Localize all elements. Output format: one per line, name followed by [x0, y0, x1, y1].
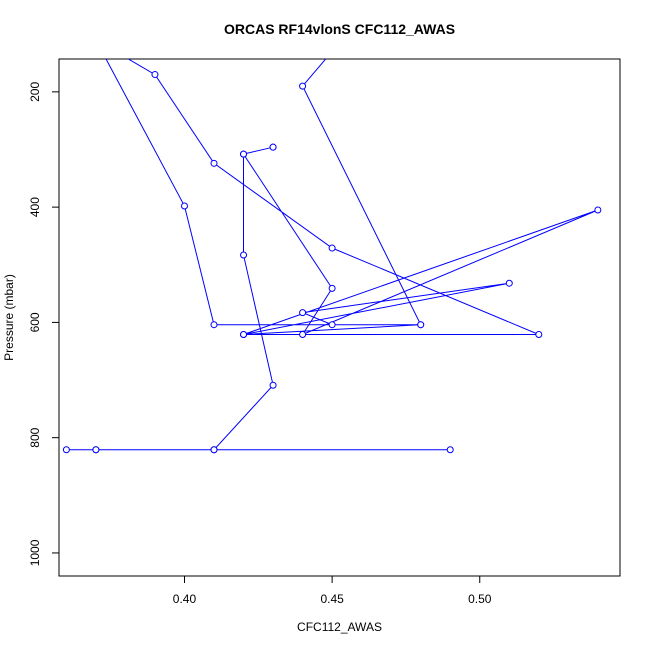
data-point — [446, 446, 454, 454]
data-point — [328, 284, 336, 292]
data-point — [299, 309, 307, 317]
data-point — [93, 37, 99, 43]
y-tick-label: 600 — [28, 312, 42, 332]
x-axis: 0.40 0.45 0.50 — [173, 575, 492, 606]
data-point — [151, 71, 159, 79]
y-tick-label: 800 — [28, 427, 42, 447]
data-point — [240, 150, 248, 158]
data-point — [594, 206, 602, 214]
series-layer — [62, 37, 602, 454]
data-point — [299, 82, 307, 90]
plot-frame — [58, 58, 621, 577]
y-tick-label: 400 — [28, 197, 42, 217]
data-point — [269, 381, 277, 389]
data-point — [240, 251, 248, 259]
data-point — [92, 446, 100, 454]
data-point — [505, 279, 513, 287]
y-axis: 200 400 600 800 1000 — [28, 82, 60, 566]
y-tick-label: 200 — [28, 82, 42, 102]
x-tick-label: 0.40 — [173, 592, 197, 606]
x-tick-label: 0.50 — [468, 592, 492, 606]
y-tick-label: 1000 — [28, 539, 42, 566]
data-point — [210, 321, 218, 329]
data-point — [329, 49, 335, 55]
data-point — [269, 143, 277, 151]
y-axis-label: Pressure (mbar) — [2, 274, 16, 361]
data-point — [328, 321, 336, 329]
data-point — [240, 331, 248, 339]
data-point — [210, 446, 218, 454]
data-point — [535, 331, 543, 339]
data-point — [62, 446, 70, 454]
x-tick-label: 0.45 — [320, 592, 344, 606]
data-point — [180, 202, 188, 210]
data-point — [210, 159, 218, 167]
data-point — [299, 331, 307, 339]
data-point — [328, 244, 336, 252]
data-point — [417, 321, 425, 329]
chart-title: ORCAS RF14vlonS CFC112_AWAS — [224, 21, 455, 37]
x-axis-label: CFC112_AWAS — [297, 620, 382, 634]
